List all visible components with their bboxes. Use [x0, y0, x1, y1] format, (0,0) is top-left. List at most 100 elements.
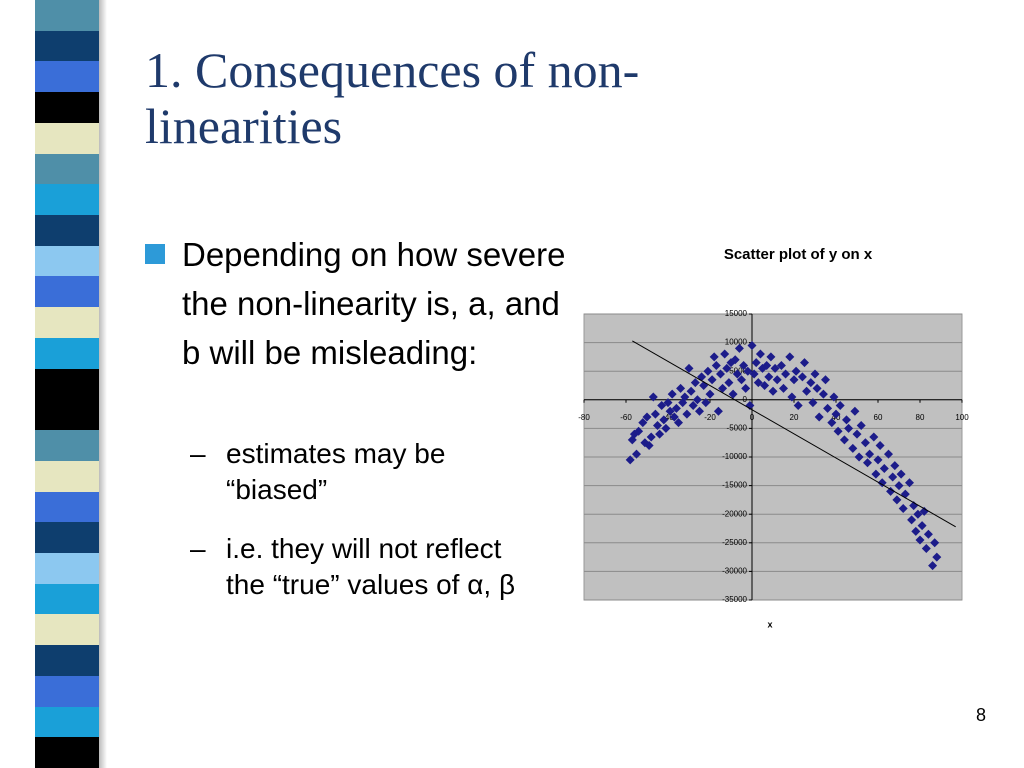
point: [835, 401, 845, 411]
point: [755, 349, 765, 359]
x-tick-label: 60: [874, 413, 883, 422]
point: [821, 375, 830, 385]
x-tick-label: -60: [620, 413, 632, 422]
y-tick-label: -25000: [722, 538, 747, 547]
point: [921, 544, 931, 554]
point: [802, 386, 812, 396]
point: [682, 409, 692, 419]
point: [709, 352, 719, 362]
trendline: [632, 340, 956, 528]
point: [779, 383, 788, 393]
point: [625, 455, 635, 465]
point: [905, 478, 914, 488]
y-tick-label: -10000: [722, 452, 747, 461]
point: [875, 441, 885, 451]
point: [703, 366, 713, 376]
point: [884, 449, 893, 459]
slide-title: 1. Consequences of non-linearities: [145, 42, 640, 154]
point: [787, 392, 797, 402]
y-tick-label: -20000: [722, 509, 747, 518]
point: [734, 343, 744, 353]
point: [850, 406, 860, 416]
point: [684, 363, 694, 373]
point: [797, 372, 807, 382]
point: [661, 423, 671, 433]
point: [659, 415, 669, 425]
point: [653, 421, 662, 431]
point: [671, 403, 681, 413]
point: [842, 415, 851, 425]
y-tick-label: 10000: [725, 338, 748, 347]
point: [737, 375, 746, 385]
x-tick-label: 80: [916, 413, 925, 422]
stripe-shadow: [99, 0, 107, 768]
bullet: Depending on how severe the non-linearit…: [145, 230, 565, 377]
point: [669, 412, 679, 422]
point: [865, 449, 875, 459]
page-number: 8: [976, 705, 987, 725]
x-tick-label: -20: [704, 413, 716, 422]
point: [877, 478, 887, 488]
chart-title: Scatter plot of y on x: [724, 246, 873, 263]
point: [762, 360, 772, 370]
point: [806, 378, 816, 388]
point: [810, 369, 820, 379]
point: [791, 366, 801, 376]
point: [690, 378, 700, 388]
point: [812, 383, 822, 393]
point: [856, 421, 866, 431]
point: [688, 401, 698, 411]
sub-bullet: – estimates may be “biased”: [190, 436, 530, 508]
point: [919, 506, 929, 516]
point: [917, 521, 927, 531]
point: [844, 423, 854, 433]
point: [745, 401, 755, 411]
point: [634, 426, 644, 436]
point: [932, 552, 942, 562]
point: [747, 340, 757, 350]
point: [650, 409, 660, 419]
point: [722, 363, 732, 373]
point: [665, 406, 675, 416]
x-tick-label: -40: [662, 413, 674, 422]
point: [741, 383, 751, 393]
point: [860, 438, 870, 448]
point: [930, 538, 940, 548]
point: [863, 458, 872, 468]
point: [913, 509, 923, 519]
y-tick-label: -35000: [722, 595, 747, 604]
y-tick-label: -5000: [727, 424, 748, 433]
point: [873, 455, 883, 465]
point: [818, 389, 828, 399]
point: [642, 412, 652, 422]
point: [644, 441, 654, 451]
point: [831, 409, 841, 419]
point: [730, 355, 740, 365]
point: [657, 401, 667, 411]
point: [839, 435, 849, 445]
point: [823, 403, 833, 413]
point: [743, 366, 753, 376]
point: [701, 398, 711, 408]
point: [770, 363, 780, 373]
point: [800, 358, 809, 368]
point: [676, 383, 686, 393]
y-tick-label: 15000: [725, 309, 748, 318]
point: [749, 369, 759, 379]
point: [854, 452, 864, 462]
point: [848, 443, 858, 453]
point: [892, 495, 902, 505]
point: [686, 386, 696, 396]
point: [928, 561, 938, 571]
point: [814, 412, 824, 422]
point: [793, 401, 803, 411]
point: [760, 381, 770, 390]
point: [776, 360, 786, 370]
sub-bullet-text: i.e. they will not reflect the “true” va…: [226, 533, 516, 600]
point: [907, 515, 917, 525]
point: [772, 375, 782, 385]
point: [638, 418, 648, 428]
bullet-text: Depending on how severe the non-linearit…: [182, 236, 566, 371]
